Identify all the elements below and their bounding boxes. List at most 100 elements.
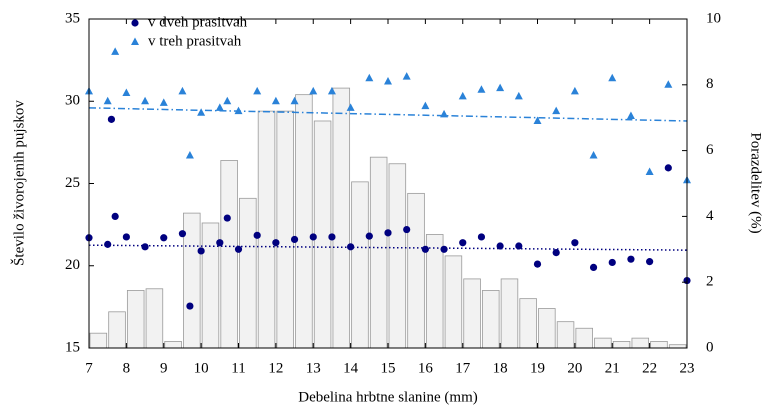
y-tick-label: 35	[65, 10, 80, 26]
point	[160, 234, 168, 242]
x-tick-label: 11	[231, 360, 245, 376]
histogram-bar	[407, 192, 425, 349]
histogram-bar	[631, 337, 650, 349]
point	[440, 109, 449, 118]
x-tick-label: 23	[680, 360, 695, 376]
plot-frame	[88, 18, 688, 349]
point	[216, 239, 224, 247]
histogram-bar	[575, 327, 593, 349]
histogram-bar	[126, 290, 145, 349]
point	[515, 242, 523, 250]
legend-label: v treh prasitvah	[148, 33, 242, 49]
histogram-bar	[444, 255, 463, 349]
x-tick-label: 21	[605, 360, 620, 376]
y2-tick-label: 10	[706, 10, 721, 26]
histogram-bar	[164, 341, 182, 349]
point	[111, 212, 119, 220]
trend-line	[88, 107, 688, 122]
histogram-bar	[594, 337, 612, 349]
histogram-bar	[201, 222, 220, 349]
x-tick-label: 20	[567, 360, 582, 376]
point	[496, 83, 505, 92]
point	[533, 260, 542, 268]
histogram-bar	[89, 332, 108, 349]
point	[570, 86, 579, 95]
point	[626, 111, 635, 120]
x-tick-label: 19	[530, 360, 545, 376]
histogram-bar	[650, 341, 668, 349]
histogram-bar	[612, 341, 631, 349]
point	[421, 101, 430, 110]
x-axis-title: Debelina hrbtne slanine (mm)	[298, 389, 478, 405]
point	[458, 91, 467, 100]
y-axis-title: Število živorojenih pujskov	[10, 100, 27, 266]
point	[459, 239, 467, 247]
point	[186, 302, 194, 310]
x-tick-label: 22	[642, 360, 657, 376]
histogram-bar	[276, 110, 294, 349]
point	[122, 233, 130, 241]
point	[234, 245, 243, 253]
point	[272, 239, 280, 247]
point	[347, 243, 355, 251]
point	[141, 243, 149, 251]
histogram-bar	[425, 234, 444, 349]
legend-label: v dveh prasitvah	[148, 14, 248, 30]
point	[552, 248, 560, 257]
point	[496, 242, 504, 250]
point	[477, 233, 486, 241]
x-tick-label: 14	[343, 360, 359, 376]
histogram-bar	[369, 156, 388, 349]
histogram-bar	[482, 290, 500, 349]
histogram-bar	[332, 87, 351, 349]
point	[328, 233, 336, 241]
point	[365, 73, 374, 82]
histogram-bar	[257, 110, 276, 349]
point	[608, 258, 616, 267]
histogram-bar	[519, 298, 537, 349]
y2-tick-label: 6	[706, 142, 714, 158]
x-tick-label: 10	[194, 360, 209, 376]
point	[141, 96, 150, 105]
point	[533, 116, 542, 124]
histogram-bar	[239, 197, 257, 349]
point	[178, 230, 187, 238]
histogram-bar	[538, 308, 556, 349]
histogram-bar	[556, 321, 575, 349]
point	[103, 96, 112, 105]
y2-tick-label: 2	[706, 274, 714, 290]
point	[234, 106, 243, 115]
point	[215, 103, 224, 111]
histogram-bar	[500, 278, 519, 349]
point	[514, 91, 523, 100]
point	[107, 115, 116, 123]
point	[664, 164, 672, 172]
point	[290, 235, 299, 244]
point	[271, 96, 280, 105]
point	[589, 263, 598, 271]
histogram-bar	[388, 163, 407, 349]
point	[664, 80, 673, 88]
point	[646, 258, 654, 266]
point	[571, 239, 579, 247]
y2-tick-label: 0	[706, 339, 714, 355]
point	[627, 255, 635, 263]
point	[111, 47, 120, 55]
point	[645, 167, 654, 175]
point	[253, 86, 262, 95]
legend-marker	[131, 37, 139, 45]
x-tick-label: 13	[306, 360, 321, 376]
y2-axis-title: Porazdelitev (%)	[748, 132, 764, 233]
point	[223, 96, 232, 105]
point	[253, 231, 261, 239]
point	[440, 245, 448, 253]
legend-marker	[131, 19, 139, 27]
point	[197, 108, 206, 116]
point	[122, 88, 131, 97]
point	[552, 106, 561, 115]
point	[589, 151, 598, 159]
x-tick-label: 15	[381, 360, 396, 376]
point	[159, 98, 168, 106]
y-tick-label: 20	[65, 257, 80, 273]
